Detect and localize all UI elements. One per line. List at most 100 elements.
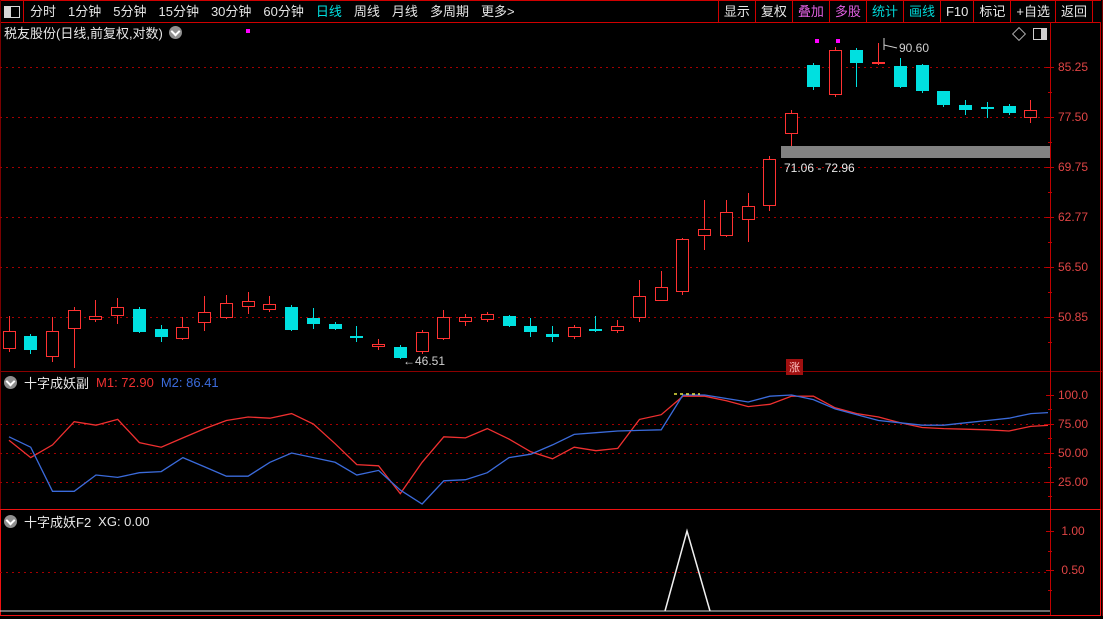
title-collapse-icon[interactable] — [168, 25, 182, 39]
candle-wick — [117, 298, 119, 325]
grid-line — [0, 424, 1050, 425]
window-split-icon — [3, 5, 20, 18]
candle-wick — [291, 305, 293, 331]
grid-line — [0, 167, 1050, 168]
candle-body — [980, 107, 994, 110]
diamond-icon[interactable] — [1011, 26, 1027, 42]
candle-wick — [138, 307, 140, 333]
candle-body — [285, 307, 299, 330]
indicator-line-m1 — [8, 395, 1049, 495]
toolbar-button-复权[interactable]: 复权 — [754, 1, 792, 22]
period-tab-60分钟[interactable]: 60分钟 — [263, 4, 304, 19]
candle-wick — [725, 199, 727, 237]
toolbar-button-+自选[interactable]: +自选 — [1010, 1, 1055, 22]
period-tab-分时[interactable]: 分时 — [30, 4, 57, 19]
candle-body — [2, 330, 16, 350]
axis-label: 69.75 — [1057, 160, 1089, 174]
axis-label: 77.50 — [1057, 110, 1089, 124]
candle-body — [350, 335, 364, 339]
candle-wick — [486, 311, 488, 323]
axis-label: 25.00 — [1057, 475, 1089, 489]
grid-line — [0, 117, 1050, 118]
period-tab-5分钟[interactable]: 5分钟 — [113, 4, 147, 19]
titlebar: 税友股份(日线,前复权,对数) — [4, 23, 182, 41]
candle-body — [263, 303, 277, 311]
toolbar-button-统计[interactable]: 统计 — [865, 1, 903, 22]
window-split-button[interactable] — [0, 1, 24, 22]
axis-label: 50.00 — [1057, 446, 1089, 460]
period-tab-1分钟[interactable]: 1分钟 — [68, 4, 102, 19]
toolbar-button-显示[interactable]: 显示 — [717, 1, 755, 22]
candle-wick — [704, 199, 706, 250]
period-tab-15分钟[interactable]: 15分钟 — [158, 4, 199, 19]
toolbar-button-画线[interactable]: 画线 — [902, 1, 940, 22]
candle-body — [328, 324, 342, 329]
candle-body — [111, 307, 125, 316]
candle-body — [806, 64, 820, 88]
candle-wick — [1030, 100, 1032, 124]
panel3-collapse-icon[interactable] — [4, 514, 17, 528]
panel2-m1-value: M1: 72.90 — [96, 374, 154, 390]
candle-body — [893, 65, 907, 88]
axis-label: 62.77 — [1057, 210, 1089, 224]
candle-wick — [747, 192, 749, 243]
candle-wick — [986, 101, 988, 119]
candle-wick — [573, 324, 575, 340]
axis-label: 56.50 — [1057, 260, 1089, 274]
period-tab-多周期[interactable]: 多周期 — [429, 4, 469, 19]
period-tab-月线[interactable]: 月线 — [391, 4, 418, 19]
toolbar-button-多股[interactable]: 多股 — [828, 1, 866, 22]
layout-split-icon[interactable] — [1033, 28, 1047, 40]
toolbar-button-F10[interactable]: F10 — [939, 1, 973, 22]
grid-line — [0, 482, 1050, 483]
grid-line — [0, 453, 1050, 454]
toolbar-right-items: 显示 复权 叠加 多股 统计 画线 F10 标记 +自选 返回 — [717, 1, 1093, 22]
axis-vertical-line — [1050, 22, 1051, 616]
candle-wick — [204, 296, 206, 331]
axis-label: 75.00 — [1057, 417, 1089, 431]
period-tab-周线[interactable]: 周线 — [353, 4, 380, 19]
candle-body — [611, 325, 625, 331]
candle-wick — [660, 271, 662, 301]
candle-wick — [399, 345, 401, 360]
candle-body — [915, 64, 929, 92]
candle-wick — [443, 310, 445, 341]
candle-wick — [617, 320, 619, 333]
panel2-m2-value: M2: 86.41 — [160, 374, 219, 390]
candle-body — [741, 206, 755, 220]
toolbar: 分时 1分钟 5分钟 15分钟 30分钟 60分钟 日线 周线 月线 多周期 更多> 显示 复权 叠加多… — [0, 0, 1101, 23]
panel2-header: 十字成妖副 M1: 72.90 M2: 86.41 — [4, 374, 219, 391]
candle-wick — [899, 57, 901, 89]
candle-body — [654, 286, 668, 301]
period-tab-30分钟[interactable]: 30分钟 — [210, 4, 252, 19]
candle-body — [785, 113, 799, 134]
candle-wick — [812, 62, 814, 90]
period-tab-日线[interactable]: 日线 — [315, 4, 342, 19]
right-inner-border — [1100, 22, 1101, 616]
period-tab-更多>[interactable]: 更多> — [480, 4, 515, 19]
marker-dot — [246, 29, 250, 33]
toolbar-button-标记[interactable]: 标记 — [973, 1, 1010, 22]
candle-body — [241, 300, 255, 308]
rise-badge: 涨 — [786, 359, 803, 375]
candle-body — [763, 159, 777, 206]
panel3-name: 十字成妖F2 — [24, 514, 92, 530]
candle-wick — [791, 110, 793, 148]
toolbar-button-叠加[interactable]: 叠加 — [791, 1, 829, 22]
candle-body — [959, 104, 973, 111]
candle-wick — [334, 322, 336, 330]
candle-body — [676, 239, 690, 292]
panel2-collapse-icon[interactable] — [4, 375, 17, 389]
candle-body — [415, 331, 429, 353]
candle-body — [219, 302, 233, 319]
toolbar-button-返回[interactable]: 返回 — [1054, 1, 1093, 22]
candle-wick — [356, 325, 358, 343]
candle-wick — [269, 295, 271, 312]
high-price-label: 90.60 — [899, 41, 930, 55]
candle-wick — [225, 294, 227, 320]
candle-body — [632, 295, 646, 319]
candle-wick — [834, 47, 836, 98]
candle-body — [502, 315, 516, 326]
candle-wick — [856, 48, 858, 88]
